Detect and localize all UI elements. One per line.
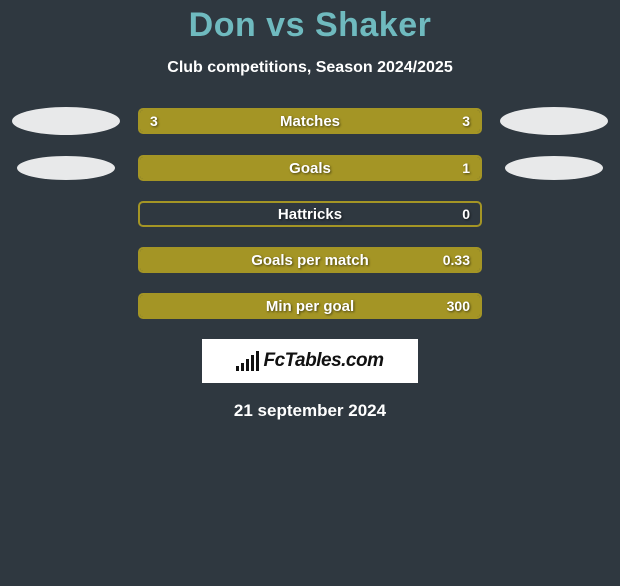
stat-row: Goals per match0.33 bbox=[6, 247, 614, 273]
stat-value-right: 3 bbox=[462, 110, 470, 132]
stat-label: Hattricks bbox=[140, 203, 480, 225]
stat-bar: Goals1 bbox=[138, 155, 482, 181]
stat-bar: Hattricks0 bbox=[138, 201, 482, 227]
brand-badge: FcTables.com bbox=[202, 339, 418, 383]
page-title: Don vs Shaker bbox=[0, 6, 620, 45]
stat-bar: Goals per match0.33 bbox=[138, 247, 482, 273]
stats-panel: 3Matches3 Goals1 Hattricks0 Goals per match… bbox=[0, 107, 620, 319]
stat-row: Min per goal300 bbox=[6, 293, 614, 319]
left-player-icon bbox=[12, 107, 120, 135]
brand-text: FcTables.com bbox=[263, 350, 383, 372]
stat-value-right: 300 bbox=[447, 295, 470, 317]
stat-bar: Min per goal300 bbox=[138, 293, 482, 319]
stat-bar: 3Matches3 bbox=[138, 108, 482, 134]
stat-label: Goals per match bbox=[140, 249, 480, 271]
stat-row: 3Matches3 bbox=[6, 107, 614, 135]
stat-label: Min per goal bbox=[140, 295, 480, 317]
right-player-icon bbox=[505, 156, 603, 180]
right-player-icon bbox=[500, 107, 608, 135]
left-player-icon bbox=[17, 156, 115, 180]
stat-row: Goals1 bbox=[6, 155, 614, 181]
date-stamp: 21 september 2024 bbox=[0, 401, 620, 421]
stat-value-right: 1 bbox=[462, 157, 470, 179]
stat-value-right: 0.33 bbox=[443, 249, 470, 271]
stat-row: Hattricks0 bbox=[6, 201, 614, 227]
page-subtitle: Club competitions, Season 2024/2025 bbox=[0, 59, 620, 77]
stat-label: Goals bbox=[140, 157, 480, 179]
stat-value-right: 0 bbox=[462, 203, 470, 225]
chart-bars-icon bbox=[236, 351, 259, 371]
stat-label: Matches bbox=[140, 110, 480, 132]
